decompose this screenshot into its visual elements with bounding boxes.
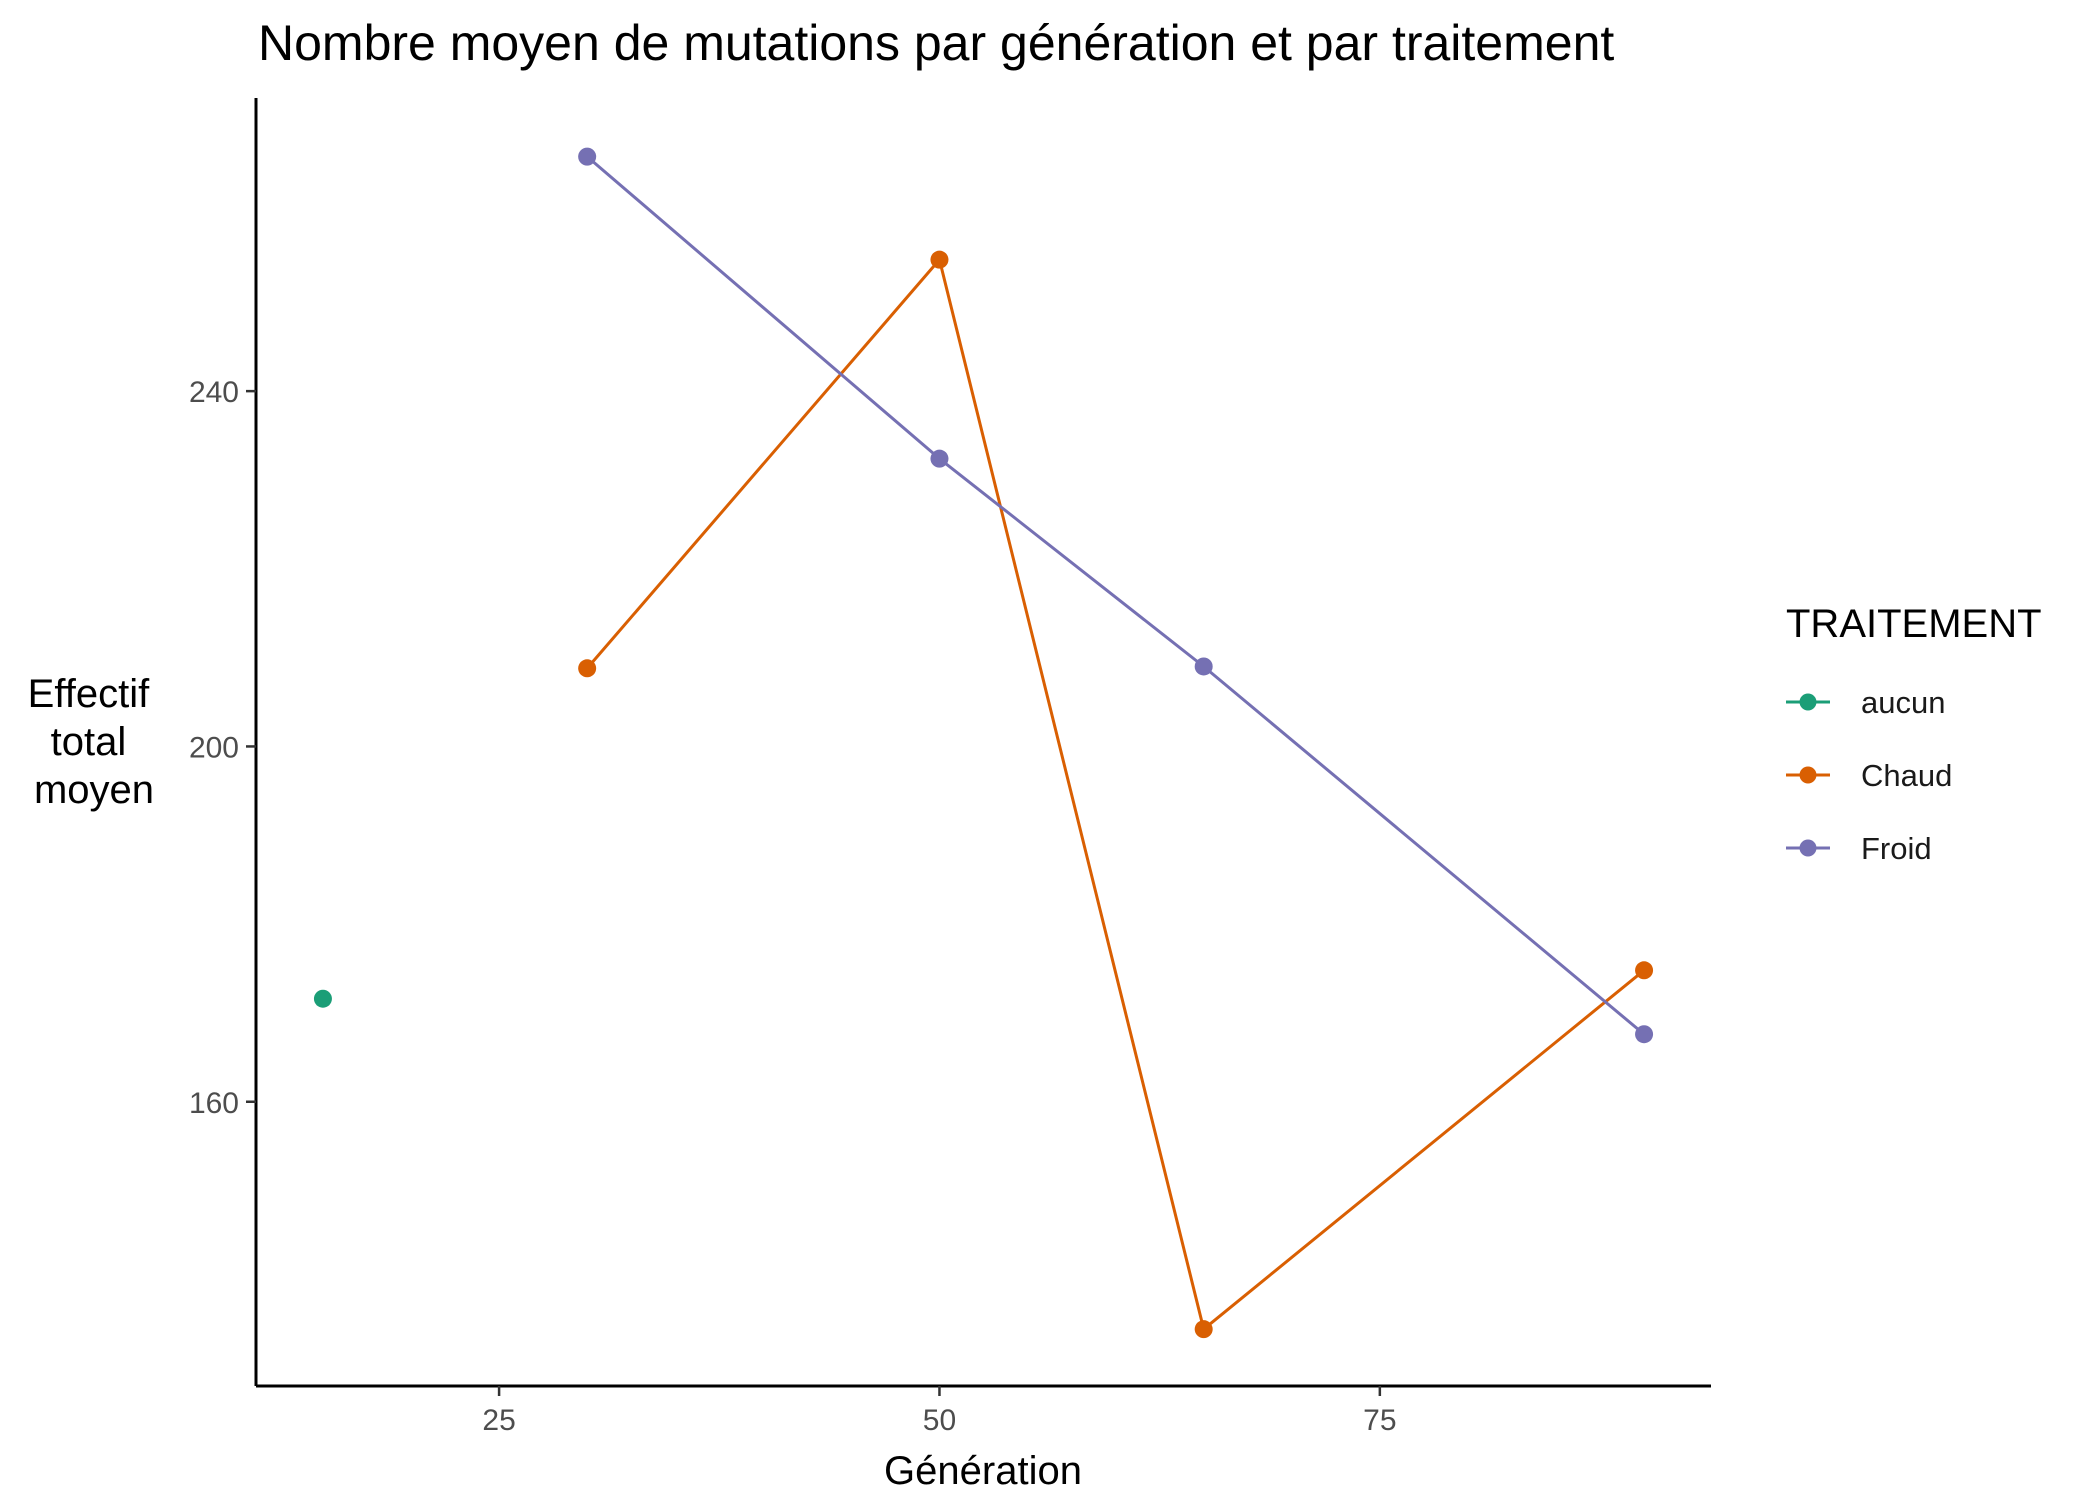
y-axis-title-line-2: total	[51, 720, 127, 764]
y-axis-title: Effectif total moyen	[28, 672, 161, 812]
legend: TRAITEMENT aucun Chaud Froid	[1786, 602, 2042, 866]
x-tick-label: 25	[482, 1404, 515, 1437]
data-point-chaud	[1194, 1320, 1213, 1339]
data-point-aucun	[313, 989, 332, 1008]
x-tick-label: 50	[923, 1404, 956, 1437]
y-tick-label: 200	[189, 731, 239, 764]
legend-items: aucun Chaud Froid	[1786, 685, 1952, 866]
y-axis-title-line-3: moyen	[34, 768, 154, 812]
legend-key-point	[1799, 839, 1817, 857]
data-point-froid	[578, 147, 597, 166]
series-aucun	[313, 989, 332, 1008]
series-line-chaud	[586, 258, 1646, 1331]
legend-label: Chaud	[1861, 758, 1952, 793]
data-point-froid	[1194, 657, 1213, 676]
legend-item-froid: Froid	[1786, 831, 1932, 866]
y-tick-label: 160	[189, 1087, 239, 1120]
data-point-chaud	[578, 659, 597, 678]
x-ticks: 25 50 75	[482, 1386, 1397, 1437]
legend-item-aucun: aucun	[1786, 685, 1945, 720]
legend-key-point	[1799, 693, 1817, 711]
chart-title: Nombre moyen de mutations par génération…	[258, 15, 1614, 71]
plot-series	[313, 147, 1654, 1339]
x-tick-label: 75	[1363, 1404, 1396, 1437]
legend-key-point	[1799, 766, 1817, 784]
y-ticks: 160 200 240	[189, 376, 256, 1120]
y-axis-title-line-1: Effectif	[28, 672, 150, 716]
data-point-chaud	[930, 250, 949, 269]
legend-label: Froid	[1861, 831, 1932, 866]
data-point-chaud	[1635, 961, 1654, 980]
series-line-froid	[586, 155, 1646, 1036]
legend-title: TRAITEMENT	[1786, 602, 2042, 646]
x-axis-title: Génération	[884, 1449, 1082, 1493]
legend-label: aucun	[1861, 685, 1945, 720]
series-froid	[578, 147, 1654, 1044]
y-tick-label: 240	[189, 376, 239, 409]
legend-item-chaud: Chaud	[1786, 758, 1952, 793]
series-chaud	[578, 250, 1654, 1339]
data-point-froid	[930, 449, 949, 468]
data-point-froid	[1635, 1025, 1654, 1044]
axes	[254, 98, 1711, 1388]
